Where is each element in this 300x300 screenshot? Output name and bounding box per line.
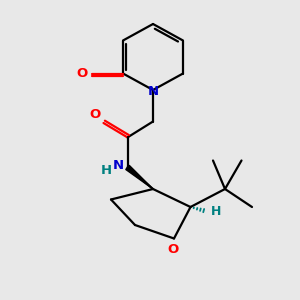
Text: O: O — [77, 67, 88, 80]
Text: H: H — [101, 164, 112, 177]
Text: O: O — [167, 243, 178, 256]
Text: H: H — [211, 205, 221, 218]
Polygon shape — [126, 165, 153, 189]
Text: N: N — [147, 85, 159, 98]
Text: N: N — [113, 159, 124, 172]
Text: O: O — [89, 108, 100, 121]
